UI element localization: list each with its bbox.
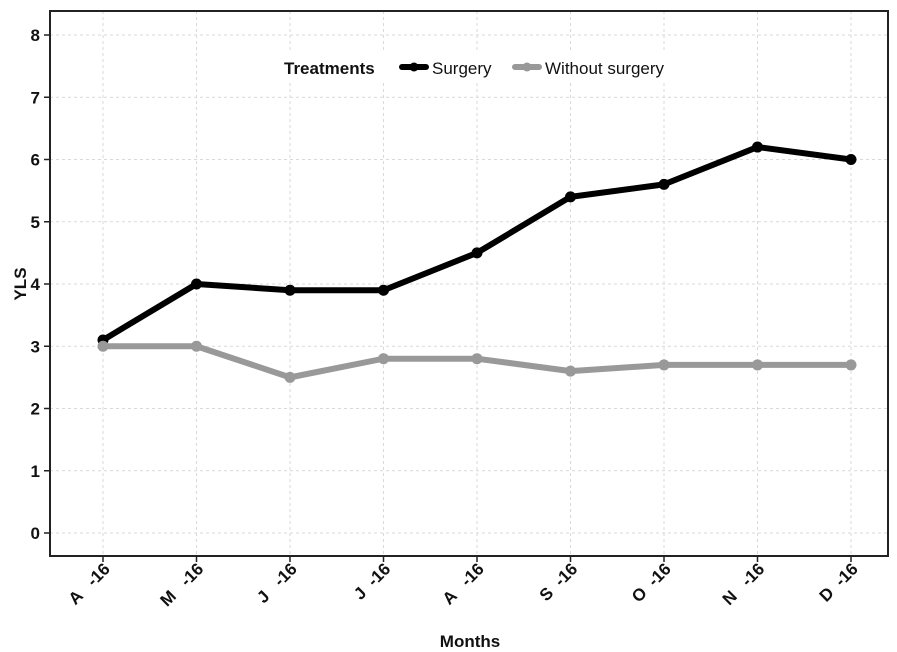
data-point-surgery <box>752 141 763 153</box>
y-tick-label: 4 <box>31 275 41 294</box>
data-point-surgery <box>845 154 857 165</box>
legend-background <box>275 51 695 83</box>
y-tick-label: 0 <box>31 524 40 543</box>
legend-label-without-surgery: Without surgery <box>545 59 665 78</box>
x-tick-label: O -16 <box>628 559 675 606</box>
x-tick-label: J -16 <box>253 559 301 607</box>
x-tick-label: A -16 <box>65 559 114 608</box>
x-tick-label: N -16 <box>719 559 769 609</box>
legend: Treatments Surgery Without surgery <box>275 51 695 83</box>
legend-title: Treatments <box>284 59 375 78</box>
data-point-without-surgery <box>284 371 296 383</box>
y-axis-title: YLS <box>11 267 30 300</box>
data-point-without-surgery <box>845 359 857 371</box>
legend-key-surgery-marker <box>409 62 419 72</box>
plot-frame <box>49 10 889 557</box>
data-point-surgery <box>191 278 202 290</box>
data-point-surgery <box>658 178 670 190</box>
legend-key-without-surgery-marker <box>522 62 532 72</box>
data-point-without-surgery <box>378 353 389 365</box>
data-point-without-surgery <box>191 340 202 352</box>
y-tick-label: 1 <box>31 462 40 481</box>
data-point-surgery <box>284 284 296 296</box>
x-tick-label: S -16 <box>536 559 582 605</box>
x-tick-label: M -16 <box>156 559 207 610</box>
data-point-without-surgery <box>752 359 763 371</box>
series-layer <box>97 141 857 383</box>
y-tick-label: 2 <box>31 400 40 419</box>
y-tick-label: 7 <box>31 88 40 107</box>
y-tick-label: 5 <box>31 213 40 232</box>
data-point-surgery <box>471 247 483 259</box>
x-tick-label: D -16 <box>816 559 862 605</box>
data-point-surgery <box>378 284 389 296</box>
x-axis: A -16 M -16 J -16 J -16 A -16 S -16 O -16 N -16… <box>65 556 862 610</box>
y-axis: 0 1 2 3 4 5 6 7 8 <box>31 26 50 543</box>
x-axis-title: Months <box>440 632 500 651</box>
y-tick-label: 8 <box>31 26 40 45</box>
x-tick-label: J -16 <box>350 559 394 603</box>
data-point-without-surgery <box>97 340 109 352</box>
legend-label-surgery: Surgery <box>432 59 492 78</box>
data-point-without-surgery <box>658 359 670 371</box>
grid <box>50 11 888 556</box>
x-tick-label: A -16 <box>439 559 488 608</box>
data-point-without-surgery <box>471 353 483 365</box>
data-point-surgery <box>565 191 576 203</box>
y-tick-label: 6 <box>31 151 40 170</box>
y-tick-label: 3 <box>31 337 40 356</box>
data-point-without-surgery <box>565 365 576 377</box>
